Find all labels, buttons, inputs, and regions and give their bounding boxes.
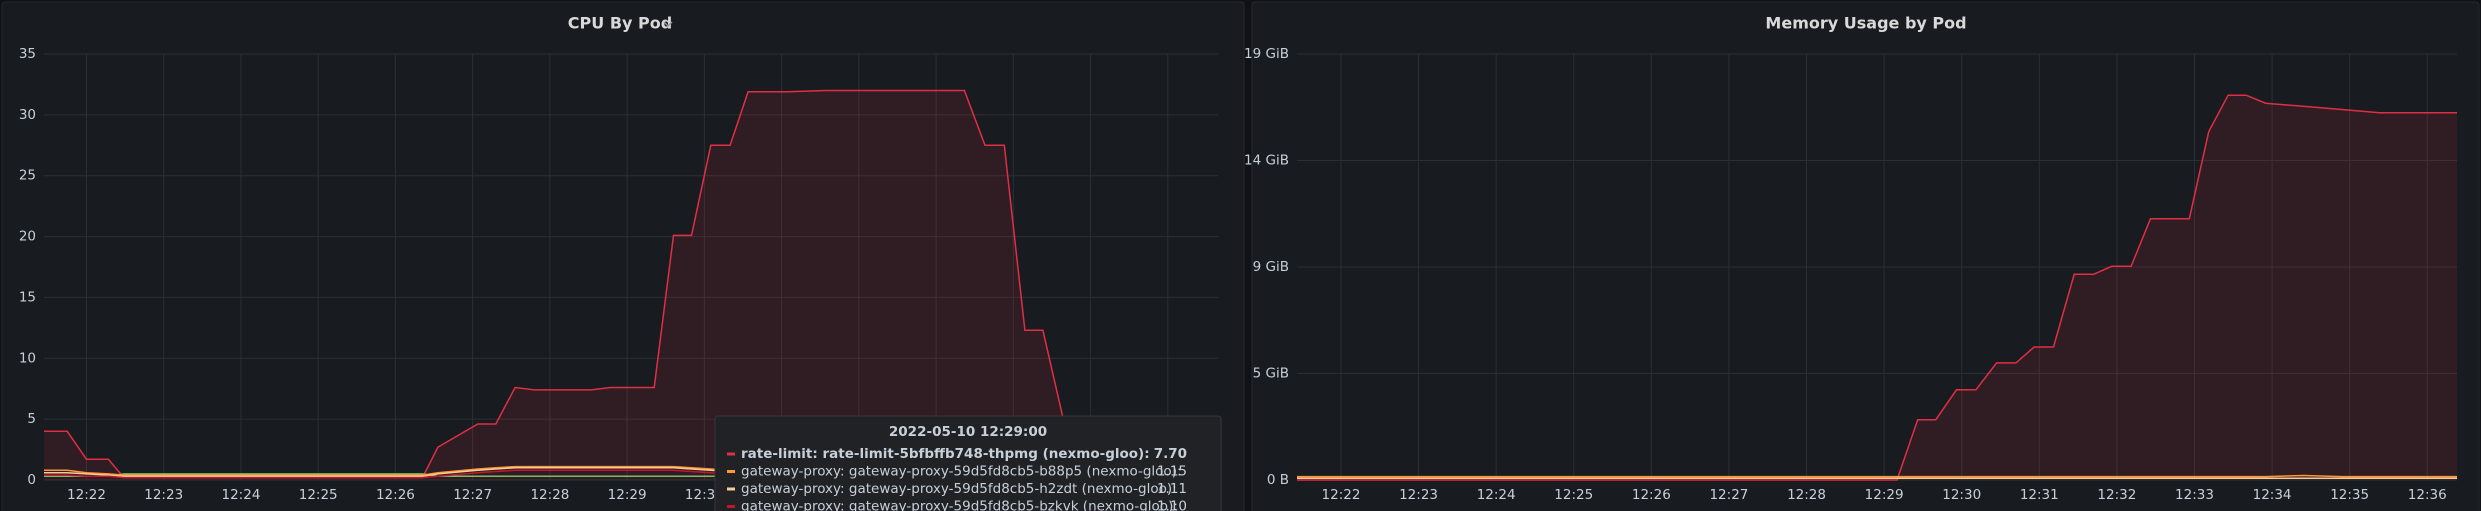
- y-tick-label: 9 GiB: [1253, 259, 1289, 275]
- y-tick-label: 25: [19, 168, 36, 184]
- tooltip: 2022-05-10 12:29:00 rate-limit: rate-limi…: [714, 415, 1222, 511]
- x-tick-label: 12:26: [1632, 487, 1671, 503]
- x-tick-label: 12:25: [299, 487, 338, 503]
- x-tick-label: 12:30: [1942, 487, 1981, 503]
- y-tick-label: 20: [19, 229, 36, 245]
- panel-menu-chevron[interactable]: [663, 21, 673, 28]
- tooltip-value: 1.11: [1157, 481, 1187, 497]
- panel-title[interactable]: CPU By Pod: [568, 14, 672, 33]
- x-tick-label: 12:26: [376, 487, 415, 503]
- x-tick-label: 12:28: [1787, 487, 1826, 503]
- x-tick-label: 12:28: [530, 487, 569, 503]
- memory-panel: [1251, 1, 2480, 511]
- y-tick-label: 10: [19, 350, 36, 366]
- x-tick-label: 12:33: [2175, 487, 2214, 503]
- x-tick-label: 12:29: [608, 487, 647, 503]
- tooltip-box: [714, 415, 1222, 511]
- series-line: [1297, 94, 2457, 481]
- tooltip-value: 1.15: [1157, 464, 1187, 480]
- x-tick-label: 12:29: [1865, 487, 1904, 503]
- x-tick-label: 12:24: [222, 487, 261, 503]
- x-tick-label: 12:30: [685, 487, 724, 503]
- x-tick-label: 12:34: [2253, 487, 2292, 503]
- series-area: [1297, 95, 2457, 480]
- x-tick-label: 12:36: [2408, 487, 2447, 503]
- tooltip-value: 1.10: [1157, 499, 1187, 511]
- y-tick-label: 30: [19, 107, 36, 123]
- x-tick-label: 12:22: [1322, 487, 1361, 503]
- tooltip-label: gateway-proxy: gateway-proxy-59d5fd8cb5-…: [741, 481, 1177, 497]
- y-tick-label: 5 GiB: [1253, 366, 1289, 382]
- y-tick-label: 19 GiB: [1244, 46, 1289, 62]
- x-tick-label: 12:24: [1477, 487, 1516, 503]
- tooltip-label: gateway-proxy: gateway-proxy-59d5fd8cb5-…: [741, 499, 1178, 511]
- x-tick-label: 12:32: [2097, 487, 2136, 503]
- tooltip-label: rate-limit: rate-limit-5bfbffb748-thpmg …: [741, 446, 1150, 462]
- x-tick-label: 12:23: [1399, 487, 1438, 503]
- x-tick-label: 12:35: [2330, 487, 2369, 503]
- x-tick-label: 12:27: [1709, 487, 1748, 503]
- panel-title[interactable]: Memory Usage by Pod: [1765, 14, 1966, 33]
- x-tick-label: 12:22: [67, 487, 106, 503]
- y-tick-label: 15: [19, 289, 36, 305]
- tooltip-label: gateway-proxy: gateway-proxy-59d5fd8cb5-…: [741, 464, 1182, 480]
- tooltip-value: 7.70: [1154, 446, 1187, 462]
- cpu-panel: [1, 1, 1245, 511]
- y-tick-label: 0 B: [1267, 472, 1289, 488]
- series-area: [44, 90, 1218, 480]
- x-tick-label: 12:23: [144, 487, 183, 503]
- x-tick-label: 12:27: [453, 487, 492, 503]
- x-tick-label: 12:25: [1554, 487, 1593, 503]
- tooltip-title: 2022-05-10 12:29:00: [889, 424, 1047, 440]
- series-line: [1297, 474, 2457, 478]
- y-tick-label: 5: [27, 411, 36, 427]
- y-tick-label: 0: [27, 472, 36, 488]
- x-tick-label: 12:31: [2020, 487, 2059, 503]
- y-tick-label: 14 GiB: [1244, 153, 1289, 169]
- y-tick-label: 35: [19, 46, 36, 62]
